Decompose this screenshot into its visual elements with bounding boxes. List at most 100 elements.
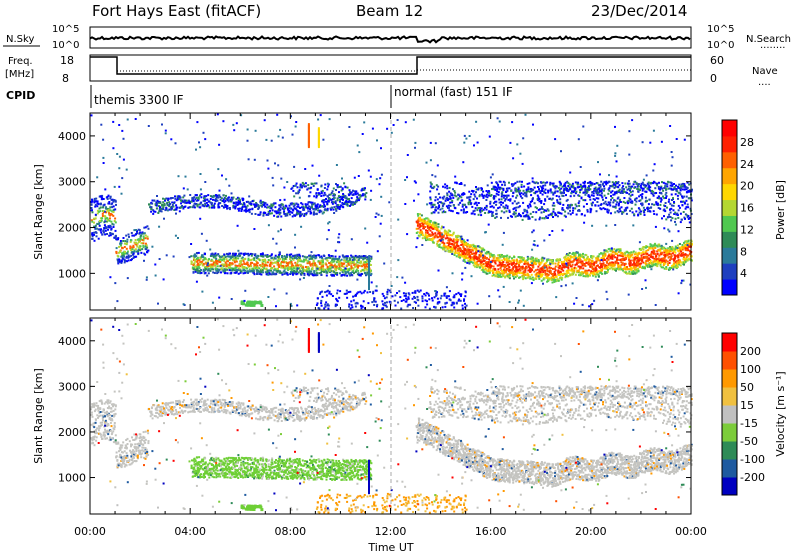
echo-cell: [643, 256, 645, 259]
echo-cell: [611, 263, 614, 266]
echo-cell: [503, 257, 505, 260]
echo-cell: [539, 271, 542, 273]
echo-cell: [138, 247, 141, 250]
echo-cell: [472, 248, 475, 251]
echo-cell: [251, 261, 254, 264]
echo-cell: [122, 252, 125, 255]
echo-cell: [407, 297, 410, 300]
echo-cell: [475, 188, 478, 191]
echo-cell: [553, 280, 556, 283]
echo-cell: [103, 203, 106, 206]
echo-cell: [463, 298, 466, 301]
echo-cell: [320, 263, 323, 266]
echo-cell: [451, 240, 454, 242]
echo-cell: [284, 266, 287, 269]
echo-cell: [501, 259, 504, 262]
echo-cell: [302, 183, 305, 186]
echo-cell: [420, 233, 423, 236]
echo-cell: [370, 255, 373, 258]
echo-cell: [464, 253, 467, 256]
echo-cell: [419, 218, 422, 221]
echo-cell: [463, 299, 465, 302]
echo-cell: [301, 268, 304, 271]
echo-cell: [327, 307, 330, 310]
echo-cell: [326, 202, 329, 205]
echo-cell: [321, 189, 324, 192]
echo-cell: [430, 206, 433, 209]
echo-cell: [286, 264, 289, 267]
echo-cell: [255, 300, 259, 304]
echo-cell: [109, 206, 112, 209]
echo-cell: [425, 229, 427, 232]
echo-cell: [321, 270, 323, 273]
echo-cell: [457, 247, 460, 250]
echo-cell: [524, 260, 527, 263]
echo-cell: [364, 260, 367, 263]
echo-cell: [659, 245, 662, 248]
echo-cell: [653, 251, 656, 254]
echo-cell: [436, 242, 439, 245]
echo-cell: [385, 296, 388, 299]
echo-cell: [355, 268, 358, 271]
echo-cell: [675, 247, 677, 250]
echo-cell: [99, 203, 102, 206]
echo-cell: [310, 270, 313, 273]
echo-cell: [480, 207, 483, 210]
echo-cell: [119, 240, 122, 242]
echo-cell: [544, 273, 547, 276]
echo-cell: [306, 269, 309, 272]
echo-cell: [184, 205, 187, 208]
echo-cell: [613, 251, 616, 254]
echo-cell: [481, 248, 483, 251]
echo-cell: [293, 272, 296, 275]
cpid-segment-1: themis 3300 IF: [94, 93, 184, 107]
echo-cell: [320, 271, 322, 274]
echo-cell: [417, 222, 419, 225]
echo-cell: [232, 204, 235, 207]
echo-cell: [436, 301, 439, 304]
echo-cell: [217, 271, 220, 274]
echo-cell: [686, 245, 689, 248]
echo-cell: [496, 273, 499, 276]
echo-cell: [552, 262, 555, 265]
echo-cell: [458, 183, 461, 185]
echo-cell: [240, 301, 244, 305]
echo-cell: [334, 200, 337, 203]
echo-cell: [654, 263, 657, 266]
echo-cell: [351, 274, 354, 277]
echo-cell: [617, 265, 620, 268]
echo-cell: [451, 301, 454, 304]
echo-cell: [312, 261, 315, 264]
echo-cell: [212, 261, 215, 264]
echo-cell: [640, 249, 643, 251]
echo-cell: [436, 297, 439, 300]
echo-cell: [196, 203, 199, 206]
echo-cell: [272, 203, 275, 206]
echo-cell: [474, 257, 477, 260]
echo-cell: [196, 256, 199, 259]
echo-cell: [457, 245, 459, 248]
echo-cell: [347, 260, 350, 263]
echo-cell: [620, 261, 623, 264]
echo-cell: [564, 276, 567, 279]
echo-cell: [258, 300, 262, 304]
echo-cell: [338, 186, 341, 188]
echo-cell: [438, 201, 441, 203]
echo-cell: [341, 197, 344, 200]
echo-cell: [358, 199, 360, 202]
echo-cell: [234, 267, 237, 270]
echo-cell: [193, 253, 196, 256]
echo-cell: [312, 185, 315, 187]
echo-cell: [568, 252, 571, 254]
echo-cell: [106, 197, 109, 200]
echo-cell: [247, 200, 250, 203]
echo-cell: [218, 269, 221, 272]
echo-cell: [322, 211, 325, 214]
echo-cell: [318, 192, 321, 195]
echo-cell: [322, 259, 324, 262]
echo-cell: [304, 213, 307, 216]
echo-cell: [320, 302, 323, 305]
echo-cell: [281, 261, 284, 264]
echo-cell: [427, 292, 430, 295]
echo-cell: [295, 213, 298, 216]
